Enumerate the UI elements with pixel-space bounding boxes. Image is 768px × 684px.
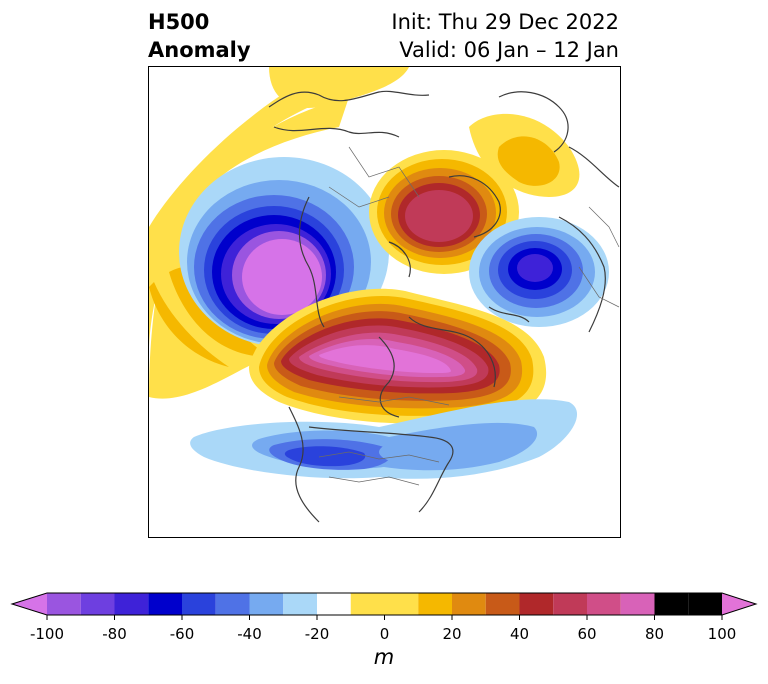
- eastern-negative-anomaly: [469, 217, 609, 327]
- colorbar: -100 -80 -60 -40 -20 0 20 40 60 80 100: [10, 592, 758, 643]
- colorbar-swatch: [283, 593, 317, 615]
- colorbar-swatch: [47, 593, 81, 615]
- colorbar-swatch: [350, 593, 419, 615]
- colorbar-tick-label: -100: [30, 625, 64, 643]
- colorbar-tick-label: 80: [645, 625, 664, 643]
- colorbar-swatch: [688, 593, 722, 615]
- init-date: Init: Thu 29 Dec 2022: [391, 10, 619, 34]
- anomaly-map: [148, 66, 621, 538]
- colorbar-swatch: [182, 593, 216, 615]
- colorbar-swatch: [148, 593, 182, 615]
- date-info: Init: Thu 29 Dec 2022 Valid: 06 Jan – 12…: [391, 8, 619, 64]
- colorbar-swatch: [587, 593, 621, 615]
- western-negative-anomaly: [179, 157, 389, 347]
- colorbar-under-arrow: [12, 593, 47, 615]
- country-borders: [318, 146, 620, 486]
- colorbar-swatch: [654, 593, 689, 615]
- colorbar-swatch: [215, 593, 250, 615]
- colorbar-swatch: [418, 593, 452, 615]
- title-line-2: Anomaly: [148, 38, 251, 62]
- colorbar-unit-label: m: [373, 645, 395, 669]
- chart-title: H500 Anomaly: [148, 8, 251, 64]
- colorbar-ticks: -100 -80 -60 -40 -20 0 20 40 60 80 100: [30, 615, 736, 643]
- colorbar-swatch: [620, 593, 655, 615]
- colorbar-tick-label: -80: [102, 625, 127, 643]
- colorbar-tick-label: 0: [380, 625, 390, 643]
- colorbar-swatch: [80, 593, 115, 615]
- colorbar-swatch: [249, 593, 284, 615]
- colorbar-swatch: [553, 593, 587, 615]
- colorbar-swatch: [452, 593, 486, 615]
- southern-negative-anomaly: [190, 399, 578, 479]
- valid-range: Valid: 06 Jan – 12 Jan: [399, 38, 619, 62]
- colorbar-tick-label: -20: [305, 625, 330, 643]
- colorbar-swatch: [317, 593, 351, 615]
- colorbar-tick-label: -60: [170, 625, 195, 643]
- colorbar-over-arrow: [722, 593, 756, 615]
- coastlines: [268, 90, 620, 523]
- colorbar-tick-label: 100: [708, 625, 737, 643]
- colorbar-swatch: [114, 593, 149, 615]
- colorbar-swatch: [485, 593, 520, 615]
- title-line-1: H500: [148, 10, 210, 34]
- central-positive-anomaly: [249, 288, 547, 424]
- colorbar-tick-label: 40: [510, 625, 529, 643]
- colorbar-swatches: [10, 592, 758, 616]
- colorbar-swatch: [519, 593, 554, 615]
- colorbar-tick-label: -40: [237, 625, 262, 643]
- map-canvas: [149, 67, 620, 523]
- colorbar-tick-label: 60: [577, 625, 596, 643]
- colorbar-tick-label: 20: [442, 625, 461, 643]
